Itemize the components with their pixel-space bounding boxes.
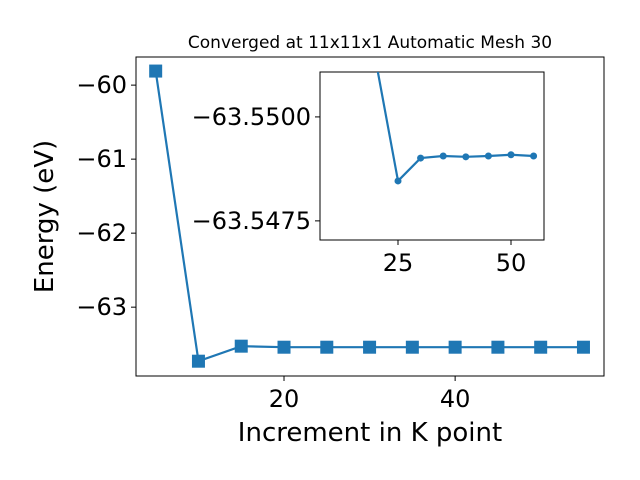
marker — [484, 152, 492, 160]
marker — [576, 340, 590, 354]
series — [149, 64, 590, 368]
marker — [234, 339, 248, 353]
y-tick-label: −63 — [76, 293, 127, 321]
marker — [534, 340, 548, 354]
x-axis-label: Increment in K point — [238, 418, 502, 448]
marker — [149, 64, 163, 78]
y-tick-label: −63.5475 — [192, 207, 311, 235]
y-tick-label: −60 — [76, 71, 127, 99]
marker — [191, 354, 205, 368]
marker — [363, 340, 377, 354]
marker — [530, 152, 538, 160]
x-tick-label: 20 — [269, 385, 300, 413]
y-tick-label: −63.5500 — [192, 103, 311, 131]
marker — [462, 153, 470, 161]
series — [376, 72, 538, 185]
marker — [320, 340, 334, 354]
chart-title: Converged at 11x11x1 Automatic Mesh 30 — [188, 33, 552, 53]
marker — [394, 177, 402, 185]
marker — [507, 151, 515, 159]
x-tick-label: 50 — [496, 249, 527, 277]
marker — [405, 340, 419, 354]
line — [376, 72, 534, 184]
marker — [417, 154, 425, 162]
marker — [448, 340, 462, 354]
marker — [439, 152, 447, 160]
marker — [491, 340, 505, 354]
marker — [277, 340, 291, 354]
y-tick-label: −62 — [76, 219, 127, 247]
y-tick-label: −61 — [76, 145, 127, 173]
y-axis-label: Energy (eV) — [30, 140, 60, 293]
x-tick-label: 40 — [440, 385, 471, 413]
x-tick-label: 25 — [383, 249, 414, 277]
